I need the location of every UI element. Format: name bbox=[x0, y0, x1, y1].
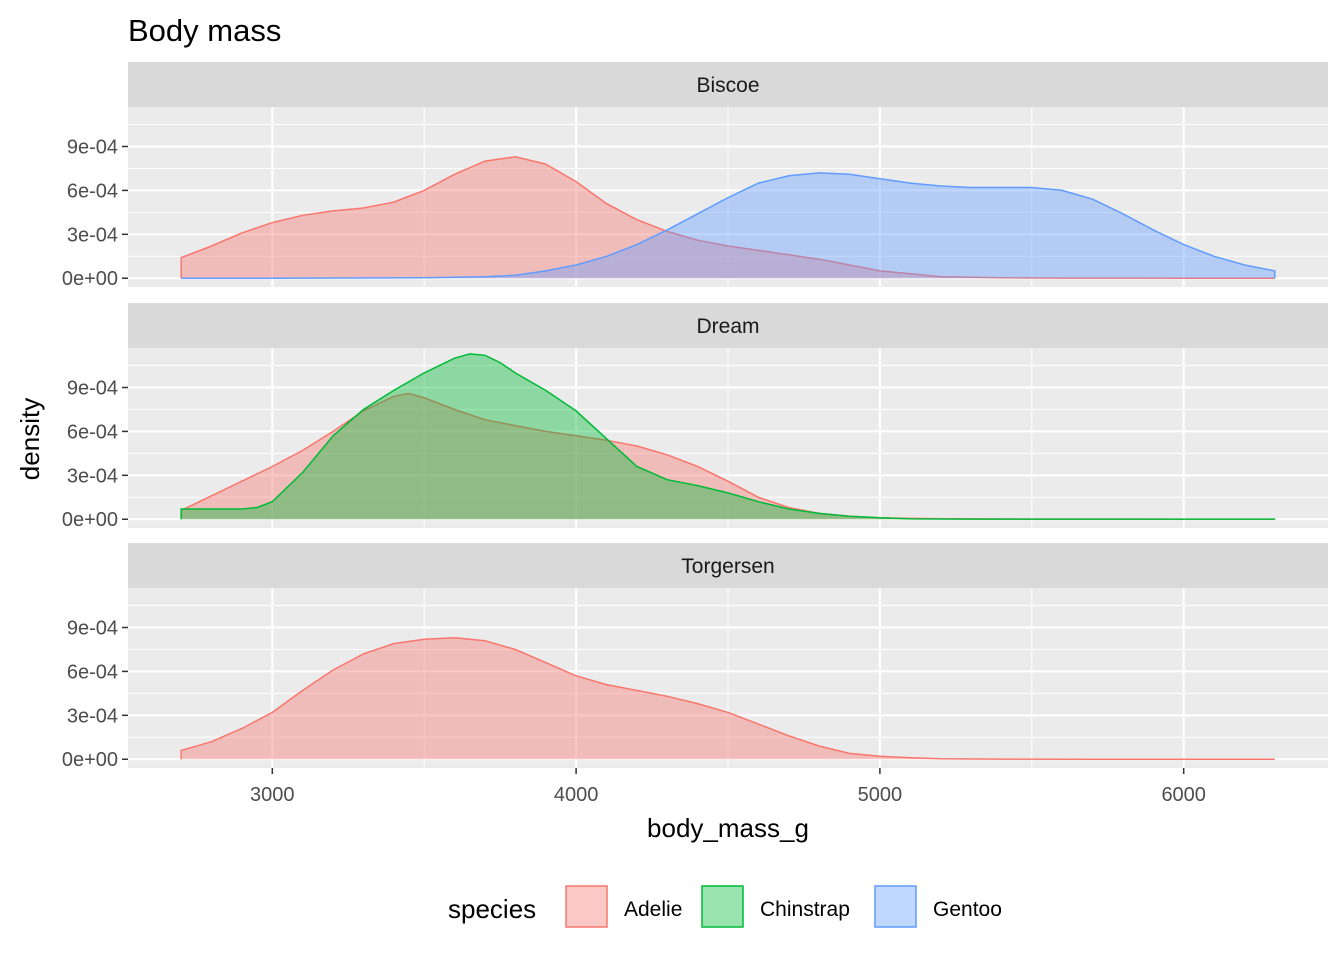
facet-strip bbox=[128, 303, 1328, 348]
y-tick-label: 3e-04 bbox=[67, 465, 118, 487]
legend-label-gentoo: Gentoo bbox=[933, 898, 1002, 921]
x-tick-label: 3000 bbox=[250, 784, 295, 806]
y-tick-label: 3e-04 bbox=[67, 224, 118, 246]
facet-biscoe: Biscoe 0e+00 3e-04 6e-04 9e-04 bbox=[62, 62, 1328, 290]
facet-strip-label: Dream bbox=[696, 315, 759, 338]
density-area-gentoo bbox=[181, 172, 1275, 279]
density-area-adelie bbox=[181, 637, 1275, 760]
density-line-adelie bbox=[180, 156, 1275, 279]
legend-key-chinstrap bbox=[701, 885, 744, 928]
density-line-chinstrap bbox=[180, 353, 1276, 520]
facet-panels: Biscoe 0e+00 3e-04 6e-04 9e-04 Dream 0e+00 3e-0… bbox=[62, 62, 1328, 806]
facet-strip-label: Torgersen bbox=[681, 555, 774, 578]
legend-title: species bbox=[448, 894, 536, 924]
x-tick-label: 4000 bbox=[554, 784, 599, 806]
density-line-gentoo bbox=[181, 172, 1276, 279]
facet-strip bbox=[128, 62, 1328, 107]
x-tick-label: 5000 bbox=[858, 784, 903, 806]
y-tick-label: 0e+00 bbox=[62, 509, 118, 531]
x-axis-title: body_mass_g bbox=[647, 813, 809, 843]
legend-label-adelie: Adelie bbox=[624, 898, 682, 921]
facet-torgersen: Torgersen 0e+00 3e-04 6e-04 9e-04 bbox=[62, 543, 1328, 771]
y-tick-label: 6e-04 bbox=[67, 421, 118, 443]
chart-title: Body mass bbox=[128, 13, 281, 48]
y-tick-label: 9e-04 bbox=[67, 137, 118, 159]
legend-key-gentoo bbox=[874, 885, 917, 928]
y-tick-label: 6e-04 bbox=[67, 661, 118, 683]
facet-strip bbox=[128, 543, 1328, 588]
y-tick-label: 0e+00 bbox=[62, 749, 118, 771]
y-tick-label: 6e-04 bbox=[67, 180, 118, 202]
density-area-adelie bbox=[181, 156, 1275, 279]
density-line-adelie bbox=[180, 637, 1275, 760]
legend: species Adelie Chinstrap Gentoo bbox=[448, 885, 1002, 928]
density-area-chinstrap bbox=[181, 353, 1275, 520]
x-tick-label: 6000 bbox=[1161, 784, 1206, 806]
y-tick-label: 9e-04 bbox=[67, 378, 118, 400]
y-tick-label: 0e+00 bbox=[62, 268, 118, 290]
legend-key-adelie bbox=[565, 885, 608, 928]
y-axis-title: density bbox=[15, 398, 45, 480]
y-tick-label: 3e-04 bbox=[67, 705, 118, 727]
density-area-adelie bbox=[181, 393, 1275, 520]
y-tick-label: 9e-04 bbox=[67, 618, 118, 640]
facet-dream: Dream 0e+00 3e-04 6e-04 9e-04 bbox=[62, 303, 1328, 531]
facet-strip-label: Biscoe bbox=[696, 74, 759, 97]
legend-label-chinstrap: Chinstrap bbox=[760, 898, 850, 921]
